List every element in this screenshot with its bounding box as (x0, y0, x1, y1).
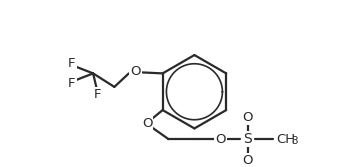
Text: F: F (68, 76, 75, 90)
Text: F: F (68, 57, 75, 70)
Text: O: O (242, 154, 253, 167)
Text: O: O (130, 65, 141, 78)
Text: O: O (215, 133, 226, 146)
Text: CH: CH (277, 133, 296, 146)
Text: S: S (243, 132, 252, 146)
Text: O: O (242, 111, 253, 124)
Text: O: O (142, 117, 152, 130)
Text: F: F (94, 88, 102, 101)
Text: 3: 3 (291, 136, 298, 146)
